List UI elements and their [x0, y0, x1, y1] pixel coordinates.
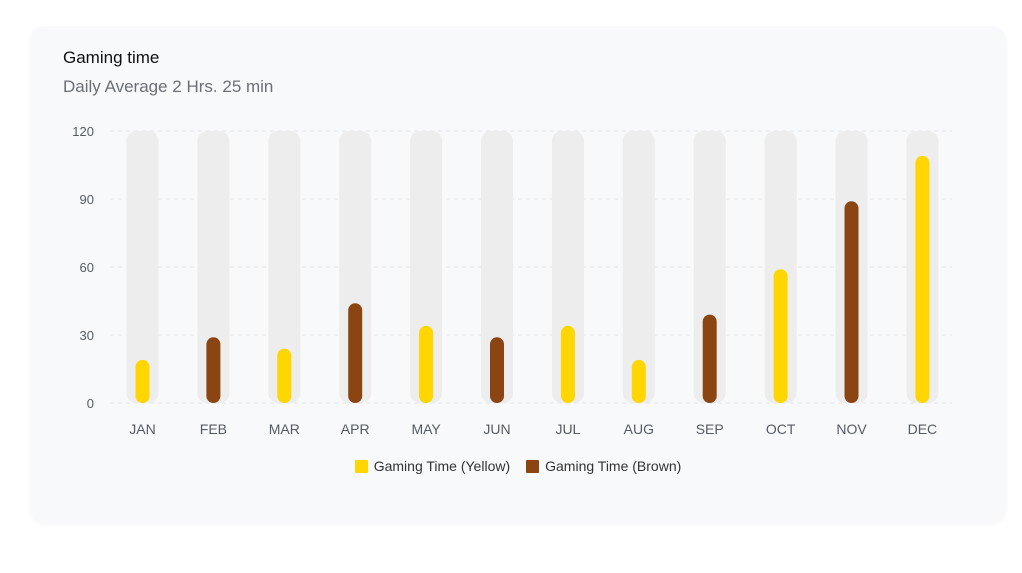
- bar-track: [126, 131, 159, 403]
- x-tick-label: JAN: [129, 421, 155, 437]
- bar-track: [339, 131, 372, 403]
- x-tick-label: JUL: [555, 421, 580, 437]
- bar-track: [764, 131, 797, 403]
- legend-item-yellow[interactable]: Gaming Time (Yellow): [354, 458, 511, 474]
- bar-track: [481, 131, 513, 403]
- bar-mar[interactable]: [277, 348, 292, 403]
- bars[interactable]: [135, 155, 930, 403]
- x-tick-label: OCT: [766, 421, 796, 437]
- bar-jan[interactable]: [135, 359, 150, 403]
- y-tick-label: 0: [87, 396, 94, 411]
- bar-feb[interactable]: [206, 337, 221, 403]
- bar-may[interactable]: [419, 325, 434, 403]
- bar-jun[interactable]: [490, 337, 504, 403]
- y-axis-ticks: 0 30 60 90 120: [72, 124, 94, 411]
- bar-jul[interactable]: [560, 325, 575, 403]
- x-tick-label: MAY: [411, 421, 441, 437]
- bar-aug[interactable]: [631, 359, 646, 403]
- bar-dec[interactable]: [915, 155, 930, 403]
- y-tick-label: 90: [80, 192, 94, 207]
- x-tick-label: JUN: [483, 421, 510, 437]
- x-tick-label: DEC: [908, 421, 938, 437]
- legend-label-brown: Gaming Time (Brown): [545, 458, 682, 474]
- gaming-time-card: Gaming time Daily Average 2 Hrs. 25 min …: [30, 26, 1006, 522]
- card-subtitle: Daily Average 2 Hrs. 25 min: [63, 77, 274, 96]
- bar-track: [693, 131, 726, 403]
- bar-oct[interactable]: [773, 269, 788, 403]
- chart-legend: Gaming Time (Yellow) Gaming Time (Brown): [30, 458, 1006, 474]
- bar-apr[interactable]: [348, 303, 363, 403]
- bar-nov[interactable]: [844, 201, 859, 403]
- bar-track: [410, 131, 443, 403]
- x-tick-label: NOV: [836, 421, 867, 437]
- legend-item-brown[interactable]: Gaming Time (Brown): [526, 458, 681, 474]
- bar-sep[interactable]: [702, 314, 717, 403]
- x-tick-label: APR: [341, 421, 370, 437]
- x-tick-label: AUG: [624, 421, 654, 437]
- bar-track: [551, 131, 584, 403]
- bar-track: [197, 131, 230, 403]
- grid-lines: [110, 130, 952, 404]
- y-tick-label: 30: [80, 328, 94, 343]
- y-tick-label: 120: [72, 124, 94, 139]
- x-axis-ticks: JAN FEB MAR APR MAY JUN JUL AUG SEP OCT NOV DEC: [129, 421, 937, 437]
- legend-swatch-brown: [526, 459, 540, 473]
- legend-label-yellow: Gaming Time (Yellow): [373, 458, 511, 474]
- x-tick-label: FEB: [200, 421, 227, 437]
- legend-swatch-yellow: [354, 459, 368, 473]
- card-title: Gaming time: [63, 48, 160, 67]
- y-tick-label: 60: [80, 260, 94, 275]
- bar-track: [622, 131, 655, 403]
- bar-chart: 0 30 60 90 120 JAN FEB MAR APR MAY JUN JUL AUG SEP OC…: [72, 124, 952, 437]
- x-tick-label: SEP: [696, 421, 724, 437]
- bar-track: [268, 131, 301, 403]
- x-tick-label: MAR: [269, 421, 300, 437]
